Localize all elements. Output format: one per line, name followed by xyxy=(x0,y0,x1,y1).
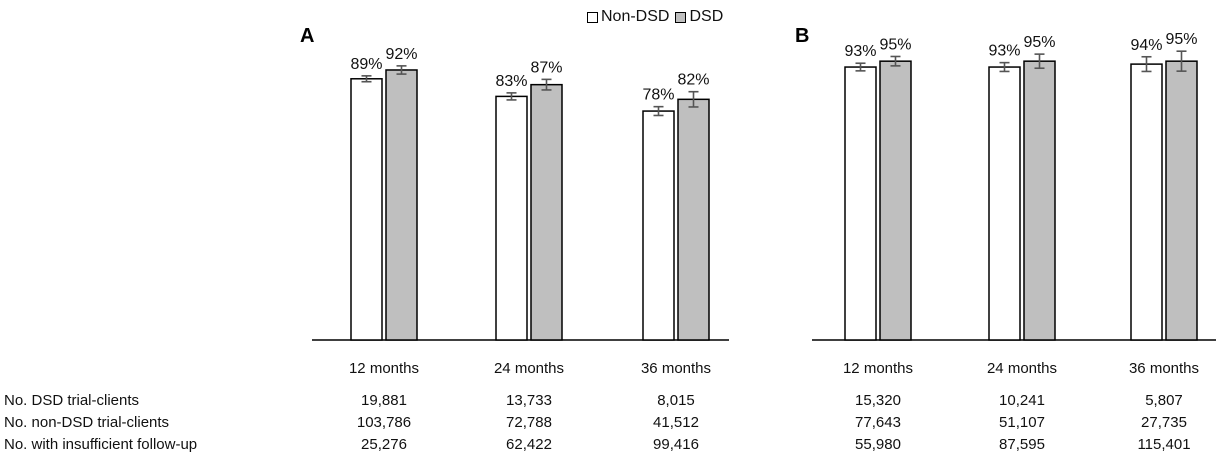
bar-dsd xyxy=(1023,60,1056,341)
data-label: 94% xyxy=(1130,37,1162,54)
data-label: 92% xyxy=(385,46,417,63)
table-cell: 5,807 xyxy=(1145,392,1183,409)
table-cell: 62,422 xyxy=(506,436,552,453)
bar-non-dsd xyxy=(988,66,1021,341)
data-label: 83% xyxy=(495,73,527,90)
data-label: 82% xyxy=(677,72,709,89)
table-cell: 72,788 xyxy=(506,414,552,431)
row-label: No. with insufficient follow-up xyxy=(4,436,198,453)
x-tick-label: 36 months xyxy=(1129,360,1199,377)
table-row-dsd-clients: No. DSD trial-clients 19,881 13,733 8,01… xyxy=(0,392,1219,414)
table-cell: 8,015 xyxy=(657,392,695,409)
table-cell: 77,643 xyxy=(855,414,901,431)
panel-title: B xyxy=(795,25,809,47)
legend-swatch-dsd xyxy=(675,11,687,23)
data-label: 95% xyxy=(1165,31,1197,48)
table-cell: 51,107 xyxy=(999,414,1045,431)
legend-label-non-dsd: Non-DSD xyxy=(601,8,670,25)
table-row-non-dsd-clients: No. non-DSD trial-clients 103,786 72,788… xyxy=(0,414,1219,436)
row-label: No. non-DSD trial-clients xyxy=(4,414,170,431)
table-cell: 41,512 xyxy=(653,414,699,431)
x-tick-label: 36 months xyxy=(641,360,711,377)
bar-non-dsd xyxy=(844,66,877,341)
bar-non-dsd xyxy=(642,110,675,341)
data-label: 78% xyxy=(642,87,674,104)
legend-item-dsd: DSD xyxy=(675,8,723,26)
legend-item-non-dsd: Non-DSD xyxy=(587,8,669,26)
data-label: 87% xyxy=(530,59,562,76)
bar-non-dsd xyxy=(1130,63,1163,341)
bar-dsd xyxy=(385,69,418,341)
legend-label-dsd: DSD xyxy=(689,8,724,25)
data-label: 93% xyxy=(844,43,876,60)
table-cell: 99,416 xyxy=(653,436,699,453)
bar-non-dsd xyxy=(495,95,528,341)
table-cell: 25,276 xyxy=(361,436,407,453)
legend: Non-DSD DSD xyxy=(587,8,729,26)
panel-title: A xyxy=(300,25,314,47)
bar-non-dsd xyxy=(350,78,383,341)
table-cell: 103,786 xyxy=(356,414,412,431)
table-row-insufficient-follow-up: No. with insufficient follow-up 25,276 6… xyxy=(0,436,1219,458)
bar-charts: A 12 months 89%92% 24 months 83%87% 36 months… xyxy=(300,25,1216,377)
data-label: 95% xyxy=(1023,34,1055,51)
bar-dsd xyxy=(677,98,710,341)
legend-swatch-non-dsd xyxy=(587,11,598,23)
table-cell: 19,881 xyxy=(361,392,407,409)
x-tick-label: 12 months xyxy=(349,360,419,377)
data-label: 95% xyxy=(879,36,911,53)
table-cell: 13,733 xyxy=(506,392,552,409)
x-tick-label: 24 months xyxy=(987,360,1057,377)
table-cell: 27,735 xyxy=(1141,414,1187,431)
bar-dsd xyxy=(1165,60,1198,341)
table-cell: 87,595 xyxy=(999,436,1045,453)
x-tick-label: 24 months xyxy=(494,360,564,377)
bar-dsd xyxy=(879,60,912,341)
data-label: 93% xyxy=(988,43,1020,60)
table-cell: 115,401 xyxy=(1137,436,1191,453)
data-label: 89% xyxy=(350,56,382,73)
table-cell: 55,980 xyxy=(855,436,901,453)
bar-dsd xyxy=(530,83,563,341)
table-cell: 10,241 xyxy=(999,392,1045,409)
x-tick-label: 12 months xyxy=(843,360,913,377)
table-cell: 15,320 xyxy=(855,392,901,409)
row-label: No. DSD trial-clients xyxy=(4,392,140,409)
